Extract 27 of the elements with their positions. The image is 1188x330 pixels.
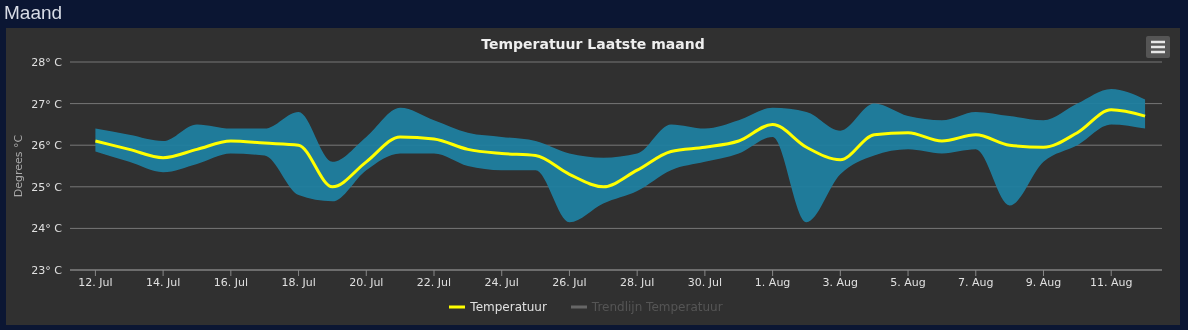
- x-tick-label: 16. Jul: [213, 275, 248, 289]
- x-tick-label: 5. Aug: [890, 275, 926, 289]
- x-tick-label: 7. Aug: [958, 275, 994, 289]
- x-tick-label: 28. Jul: [620, 275, 655, 289]
- x-tick-label: 22. Jul: [416, 275, 452, 289]
- x-tick-label: 3. Aug: [822, 275, 859, 289]
- y-tick-label: 24° C: [31, 222, 63, 236]
- x-tick-label: 12. Jul: [78, 275, 113, 289]
- x-tick-label: 20. Jul: [349, 275, 384, 289]
- x-tick-label: 26. Jul: [552, 275, 587, 289]
- x-tick-label: 30. Jul: [687, 275, 723, 289]
- y-tick-label: 25° C: [31, 180, 63, 194]
- x-tick-label: 24. Jul: [484, 275, 519, 289]
- legend-label: Temperatuur: [469, 300, 547, 314]
- x-tick-label: 14. Jul: [145, 275, 181, 289]
- y-tick-label: 28° C: [31, 55, 63, 69]
- y-tick-label: 23° C: [31, 263, 63, 277]
- x-tick-label: 18. Jul: [281, 275, 316, 289]
- y-tick-label: 27° C: [31, 97, 63, 111]
- x-tick-label: 1. Aug: [754, 275, 791, 289]
- y-axis-title: Degrees °C: [11, 134, 25, 198]
- x-tick-label: 9. Aug: [1025, 275, 1062, 289]
- chart-title: Temperatuur Laatste maand: [480, 36, 706, 52]
- line-series: [93, 108, 1147, 189]
- x-tick-label: 11. Aug: [1089, 275, 1133, 289]
- y-tick-label: 26° C: [31, 139, 63, 153]
- text: Maand: [4, 2, 63, 24]
